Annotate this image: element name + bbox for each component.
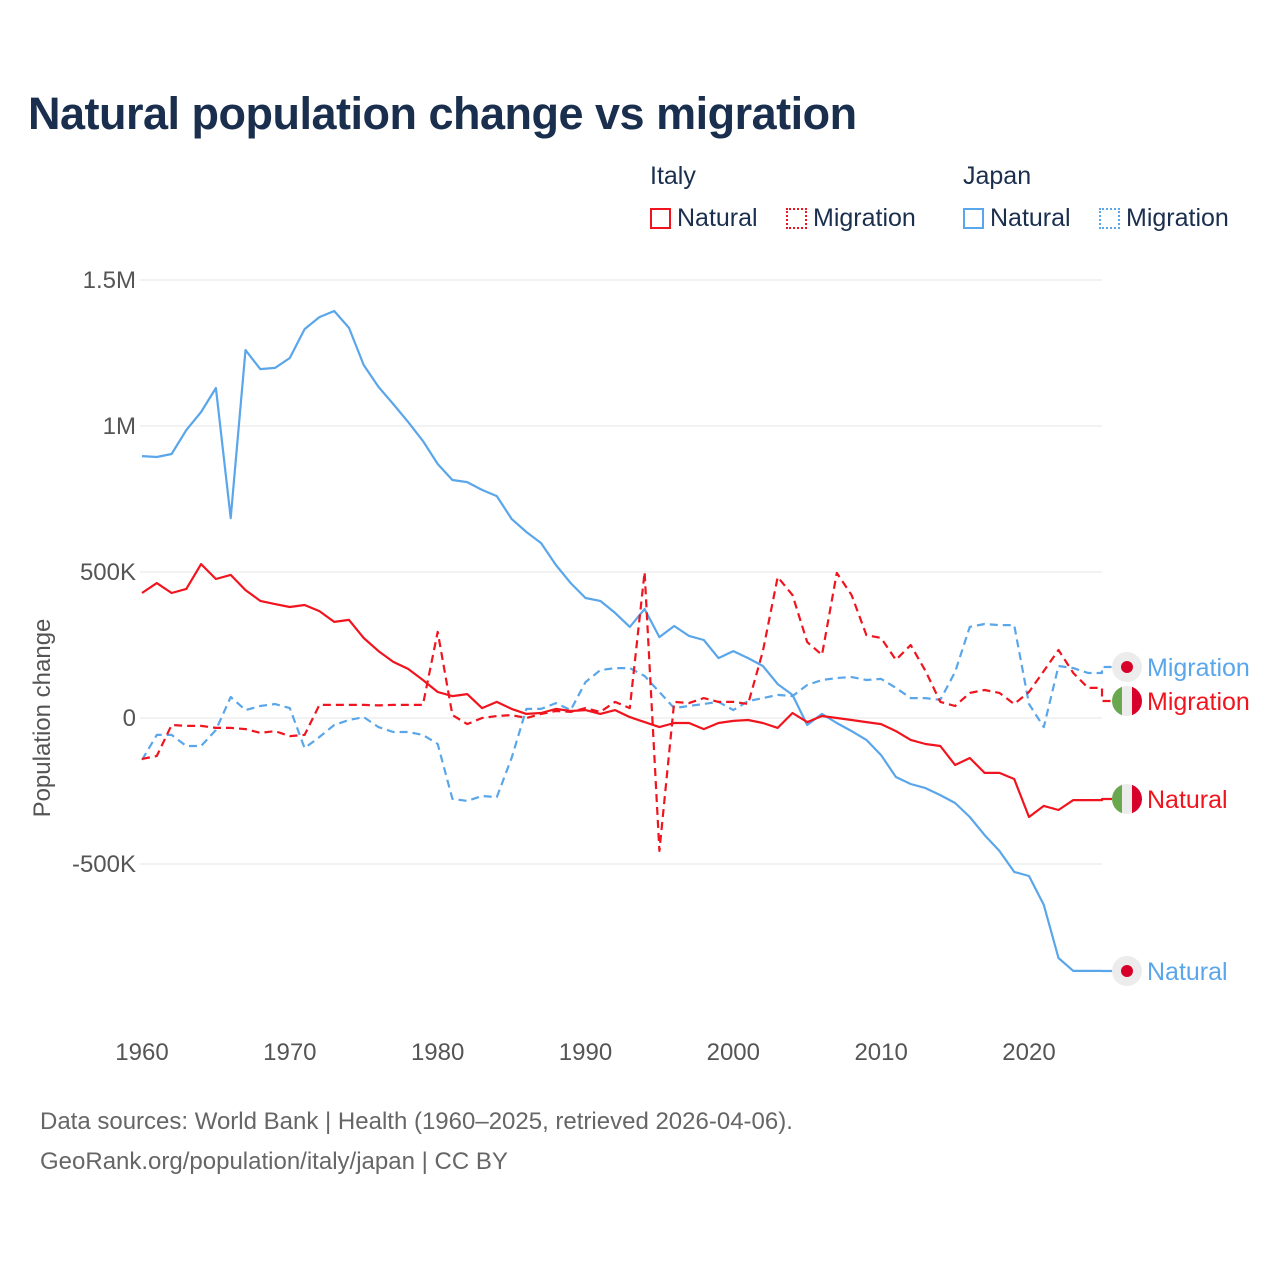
italy-flag-icon bbox=[1112, 784, 1142, 814]
legend-swatch-dotted bbox=[786, 208, 807, 229]
legend-label: Natural bbox=[677, 204, 758, 232]
x-tick-label: 1980 bbox=[411, 1039, 464, 1066]
legend-japan-migration[interactable]: Migration bbox=[1099, 204, 1229, 233]
legend-label: Natural bbox=[990, 204, 1071, 232]
chart-title: Natural population change vs migration bbox=[28, 88, 857, 139]
end-label: Migration bbox=[1147, 654, 1250, 682]
x-tick-label: 1990 bbox=[559, 1039, 612, 1066]
legend-group-italy: Italy bbox=[650, 162, 696, 190]
end-label: Natural bbox=[1147, 786, 1228, 814]
legend-swatch-solid bbox=[650, 208, 671, 229]
y-tick-label: 1.5M bbox=[83, 267, 136, 294]
legend-group-japan: Japan bbox=[963, 162, 1032, 190]
y-tick-label: 500K bbox=[80, 559, 136, 586]
footer-sources: Data sources: World Bank | Health (1960–… bbox=[40, 1108, 793, 1135]
series-line-italy-natural bbox=[141, 563, 1112, 819]
legend-swatch-dotted bbox=[1099, 208, 1120, 229]
y-tick-label: 0 bbox=[123, 705, 136, 732]
japan-flag-icon bbox=[1112, 956, 1142, 986]
legend-label: Migration bbox=[813, 204, 916, 232]
legend-japan-natural[interactable]: Natural bbox=[963, 204, 1071, 233]
series-line-japan-natural bbox=[141, 309, 1112, 973]
footer-credit: GeoRank.org/population/italy/japan | CC … bbox=[40, 1148, 508, 1175]
japan-flag-icon bbox=[1112, 652, 1142, 682]
end-label: Migration bbox=[1147, 688, 1250, 716]
italy-flag-icon bbox=[1112, 686, 1142, 716]
legend-swatch-solid bbox=[963, 208, 984, 229]
y-tick-label: -500K bbox=[72, 851, 136, 878]
x-tick-label: 1970 bbox=[263, 1039, 316, 1066]
x-tick-label: 1960 bbox=[115, 1039, 168, 1066]
x-tick-label: 2020 bbox=[1002, 1039, 1055, 1066]
legend-italy-natural[interactable]: Natural bbox=[650, 204, 758, 233]
legend-italy-migration[interactable]: Migration bbox=[786, 204, 916, 233]
y-tick-label: 1M bbox=[103, 413, 136, 440]
series-line-japan-migration bbox=[141, 622, 1112, 802]
end-label: Natural bbox=[1147, 958, 1228, 986]
series-line-italy-migration bbox=[141, 570, 1112, 852]
x-tick-label: 2000 bbox=[707, 1039, 760, 1066]
legend-label: Migration bbox=[1126, 204, 1229, 232]
x-tick-label: 2010 bbox=[854, 1039, 907, 1066]
y-axis-label: Population change bbox=[29, 619, 56, 818]
